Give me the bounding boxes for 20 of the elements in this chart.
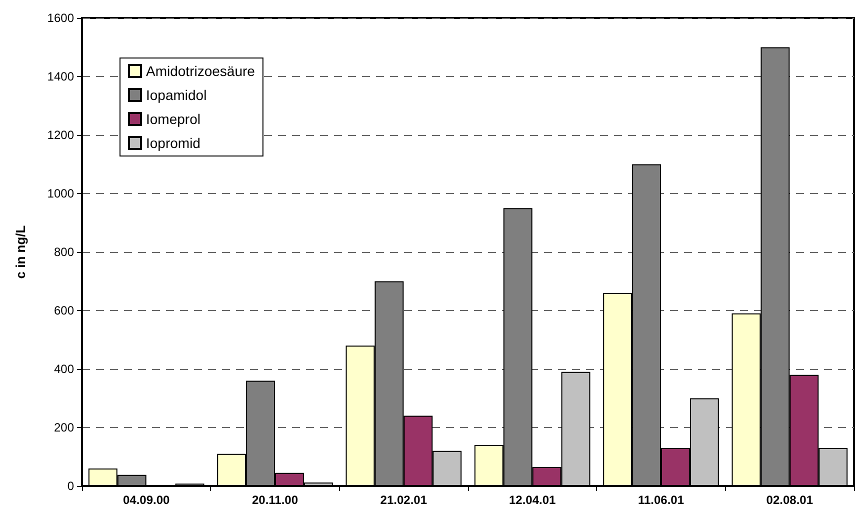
y-tick-label: 1000: [47, 186, 74, 200]
legend-label: Iopromid: [146, 135, 200, 151]
y-tick-label: 1200: [47, 128, 74, 142]
x-tick-label: 02.08.01: [766, 493, 814, 507]
x-tick-label: 11.06.01: [638, 493, 684, 507]
y-tick-label: 400: [54, 362, 74, 376]
y-tick-label: 1600: [47, 11, 74, 25]
legend-label: Iomeprol: [146, 111, 200, 127]
x-tick-label: 20.11.00: [252, 493, 298, 507]
y-tick-label: 800: [54, 245, 74, 259]
legend-label: Iopamidol: [146, 87, 207, 103]
y-tick-label: 0: [67, 479, 74, 493]
x-tick-label: 21.02.01: [380, 493, 428, 507]
x-tick-label: 12.04.01: [508, 493, 556, 507]
y-axis-title: c in ng/L: [13, 225, 28, 279]
y-tick-label: 200: [54, 420, 74, 434]
y-tick-label: 600: [54, 304, 74, 318]
legend-label: Amidotrizoesäure: [146, 63, 256, 79]
x-tick-label: 04.09.00: [122, 493, 170, 507]
y-tick-label: 1400: [47, 70, 74, 84]
